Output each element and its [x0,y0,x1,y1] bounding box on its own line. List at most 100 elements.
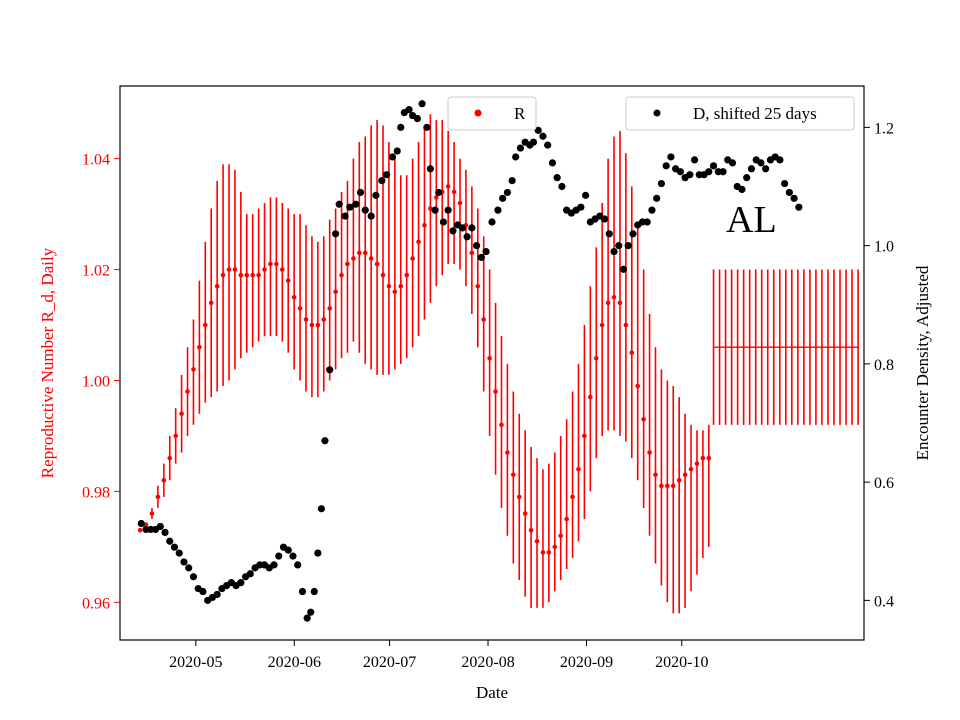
x-axis-ticks: 2020-05 2020-06 2020-07 2020-08 2020-09 2020-… [169,640,708,671]
d-point [175,549,183,557]
legend-d-marker [653,109,661,117]
d-point [662,162,670,170]
d-point [393,147,401,155]
d-points-group [137,100,803,622]
right-axis-label: Encounter Density, Adjusted [913,265,932,460]
right-tick-label: 0.4 [874,593,894,610]
d-point [307,608,315,616]
r-point [197,344,202,350]
r-point [214,283,220,289]
d-point [458,224,466,232]
r-point [315,322,321,328]
r-point [516,494,522,500]
r-point [362,250,368,256]
r-point [309,322,315,328]
d-point [553,174,561,182]
r-point [416,239,421,245]
r-point [244,272,250,278]
d-point [180,558,188,566]
r-point [534,538,540,544]
r-point [564,516,569,522]
d-point [709,162,718,170]
r-point [522,511,528,516]
d-point [426,165,434,173]
d-point [199,587,207,596]
d-point [534,126,542,134]
r-point [552,544,558,550]
r-point [392,289,398,295]
r-point [505,450,510,455]
r-point [351,256,356,261]
r-point [493,389,498,394]
r-point [481,317,487,322]
d-point [648,206,656,214]
right-tick-label: 1.2 [874,120,894,137]
r-point [611,294,617,300]
right-tick-label: 0.6 [874,475,894,492]
x-tick-label: 2020-05 [169,654,222,671]
d-point [137,519,145,528]
legend-d-label: D, shifted 25 days [693,104,817,123]
d-point [444,206,452,214]
r-point [617,300,623,306]
d-point [619,265,628,273]
r-point [570,494,575,500]
r-point [528,527,534,533]
r-point [582,433,587,439]
r-point [706,455,712,461]
left-axis-ticks: 0.96 0.98 1.00 1.02 1.04 [82,152,120,612]
d-point [488,218,496,226]
d-point [529,138,538,146]
d-point [275,552,283,560]
d-point [382,171,391,179]
legend-r-box [447,96,537,131]
d-point [356,188,365,197]
r-point [155,494,161,500]
d-point [776,156,784,164]
legend-r-label: R [514,104,526,123]
d-point [508,176,516,185]
d-point [494,206,502,214]
x-axis-label: Date [476,683,508,702]
r-point [256,272,261,278]
r-point [457,200,463,206]
d-point [346,203,354,211]
left-tick-label: 0.98 [82,484,110,501]
d-point [728,159,737,167]
region-annotation: AL [726,199,777,241]
r-point [653,472,658,478]
r-point [499,422,504,428]
r-point [445,184,451,189]
d-point [667,153,675,161]
d-point [657,179,666,188]
d-point [317,505,326,513]
r-point [682,472,688,478]
d-point [361,206,369,214]
r-point [647,450,652,455]
r-point [540,550,546,555]
x-tick-label: 2020-08 [461,654,514,671]
r-point [208,300,214,306]
r-point [576,466,581,472]
d-point [743,174,751,182]
r-point [451,189,457,195]
r-point [185,389,190,394]
d-point [610,247,618,256]
r-errorbar-group [151,114,859,614]
r-point [268,261,273,267]
d-point [477,253,485,262]
r-point [179,411,184,417]
r-point [327,306,332,311]
d-point [653,194,661,202]
r-point [285,278,291,283]
d-point [705,168,713,176]
d-point [431,206,439,214]
d-point [615,242,623,250]
r-point [635,383,641,389]
r-point [303,317,309,322]
r-point [623,322,629,328]
d-point [577,203,585,211]
d-point [405,106,413,114]
d-point [156,522,164,531]
d-point [690,156,699,164]
